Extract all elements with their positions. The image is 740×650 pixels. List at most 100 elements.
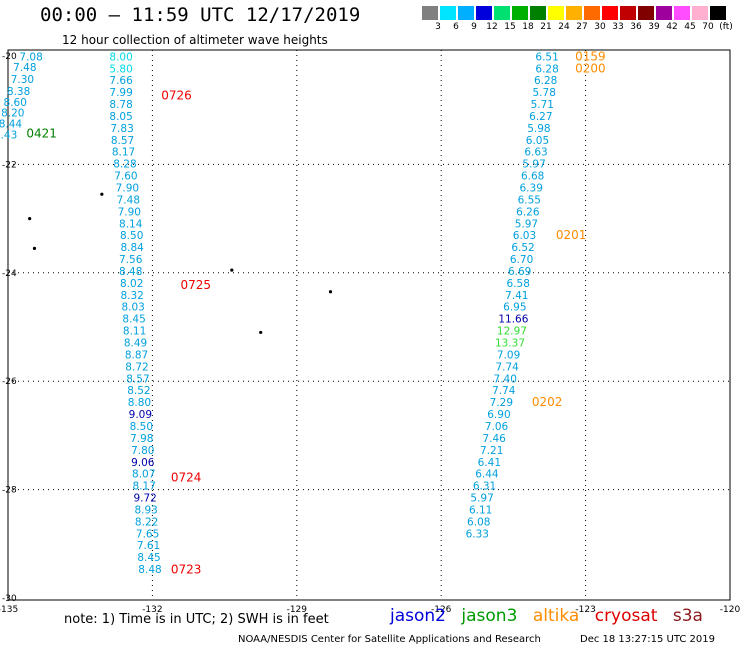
scale-swatch [476, 6, 492, 20]
wave-height-label: 6.68 [521, 171, 544, 183]
wave-height-label: 8.05 [109, 111, 132, 123]
wave-height-label: 7.06 [485, 421, 509, 433]
wave-height-label: 6.44 [475, 469, 499, 481]
wave-height-label: 8.52 [127, 385, 150, 397]
wave-height-label: 12.97 [497, 326, 527, 338]
wave-height-label: 6.31 [473, 481, 496, 493]
wave-height-label: 7.90 [118, 206, 141, 218]
wave-height-label: 6.69 [508, 266, 531, 278]
scale-tick-label: 6 [453, 22, 459, 32]
wave-height-label: 8.60 [4, 97, 27, 109]
wave-height-label: 6.26 [516, 206, 540, 218]
map-frame [7, 49, 731, 601]
wave-height-label: 8.45 [137, 552, 160, 564]
wave-height-label: 8.50 [120, 230, 143, 242]
map-axis-ticks: -135 -132 -129 -126 -123 -120 -20 -22 -24 -26 -28 -… [0, 52, 740, 615]
wave-height-label: 8.72 [125, 361, 148, 373]
x-tick-label: -132 [142, 605, 162, 615]
island-dot [28, 217, 32, 221]
x-tick-label: -126 [431, 605, 452, 615]
pass-time-label: 0200 [575, 61, 606, 75]
wave-height-label: 7.56 [119, 254, 143, 266]
wave-height-label: 8.93 [134, 504, 157, 516]
island-dot [32, 246, 37, 251]
wave-height-label: 8.49 [124, 338, 147, 350]
scale-tick-label: 3 [435, 22, 441, 32]
wave-height-label: 7.99 [109, 87, 132, 99]
wave-height-label: 6.28 [534, 75, 557, 87]
wave-height-label: 7.80 [131, 445, 154, 457]
wave-height-label: 8.84 [120, 242, 144, 254]
wave-height-label: 5.98 [527, 123, 550, 135]
wave-height-label: 6.33 [466, 528, 489, 540]
x-tick-label: -120 [720, 605, 740, 615]
wave-height-label: 8.57 [111, 135, 134, 147]
y-tick-label: -22 [2, 160, 17, 170]
wave-height-label: 5.80 [109, 63, 132, 75]
scale-swatch [710, 6, 726, 20]
scale-tick-label: 12 [486, 22, 498, 32]
wave-height-label: 6.63 [524, 147, 547, 159]
wave-height-label: 8.45 [122, 314, 145, 326]
wave-height-label: 8.87 [125, 349, 148, 361]
wave-height-label: 8.11 [123, 326, 146, 338]
wave-height-label: 6.90 [487, 409, 510, 421]
legend-cryosat: cryosat [594, 606, 658, 626]
wave-height-label: 6.11 [469, 504, 492, 516]
island-dot [259, 330, 263, 335]
scale-swatch [422, 6, 438, 20]
scale-tick-label: 27 [576, 22, 588, 32]
wave-height-label: 8.00 [109, 51, 132, 63]
island-dot [328, 290, 333, 294]
wave-height-label: 7.66 [109, 75, 133, 87]
legend-jason2: jason2 [390, 606, 446, 626]
wave-height-label: 9.72 [133, 493, 156, 505]
scale-swatch [584, 6, 600, 20]
wave-height-label: 6.51 [535, 51, 558, 63]
wave-height-label: 7.48 [13, 62, 36, 74]
scale-swatch [566, 6, 582, 20]
wave-height-label: 8.14 [119, 218, 143, 230]
wave-height-label: 6.58 [507, 278, 530, 290]
wave-height-label: 5.97 [522, 159, 545, 171]
scale-swatch [674, 6, 690, 20]
wave-height-label: 8.17 [133, 481, 156, 493]
generated-timestamp: Dec 18 13:27:15 UTC 2019 [580, 634, 715, 645]
wave-height-label: 8.50 [130, 421, 153, 433]
island-markers [28, 192, 333, 335]
wave-height-label: 7.60 [114, 171, 137, 183]
wave-height-label: 8.38 [7, 86, 30, 98]
scale-swatch [656, 6, 672, 20]
scale-swatch [692, 6, 708, 20]
wave-height-label: 7.83 [110, 123, 133, 135]
page-subtitle: 12 hour collection of altimeter wave hei… [62, 33, 328, 47]
scale-tick-label: 33 [612, 22, 624, 32]
pass-time-label: 0724 [171, 470, 202, 484]
wave-height-label: 7.74 [495, 361, 519, 373]
pass-time-label: 0201 [556, 228, 587, 242]
wave-height-label: 9.09 [129, 409, 152, 421]
wave-height-label: 7.08 [19, 51, 42, 63]
wave-height-label: 6.70 [510, 254, 533, 266]
x-tick-label: -123 [575, 605, 595, 615]
scale-tick-label: 21 [540, 22, 552, 32]
scale-swatch [494, 6, 510, 20]
wave-height-label: 5.97 [515, 218, 538, 230]
wave-height-label: 7.21 [480, 445, 503, 457]
pass-time-label: 0202 [532, 395, 563, 409]
pass-time-label: 0726 [161, 88, 192, 102]
y-tick-label: -30 [2, 594, 17, 604]
scale-tick-label: 45 [684, 22, 696, 32]
wave-height-label: 7.74 [492, 385, 516, 397]
wave-height-label: 8.57 [126, 373, 149, 385]
wave-height-label: 8.32 [120, 290, 143, 302]
wave-height-label: 8.22 [135, 516, 158, 528]
wave-height-label: 7.48 [117, 194, 140, 206]
scale-tick-label: 30 [594, 22, 606, 32]
wave-height-label: 7.61 [137, 540, 160, 552]
x-tick-label: -129 [287, 605, 308, 615]
y-tick-label: -26 [2, 377, 17, 387]
scale-swatch [548, 6, 564, 20]
wave-height-label: 6.55 [518, 194, 541, 206]
